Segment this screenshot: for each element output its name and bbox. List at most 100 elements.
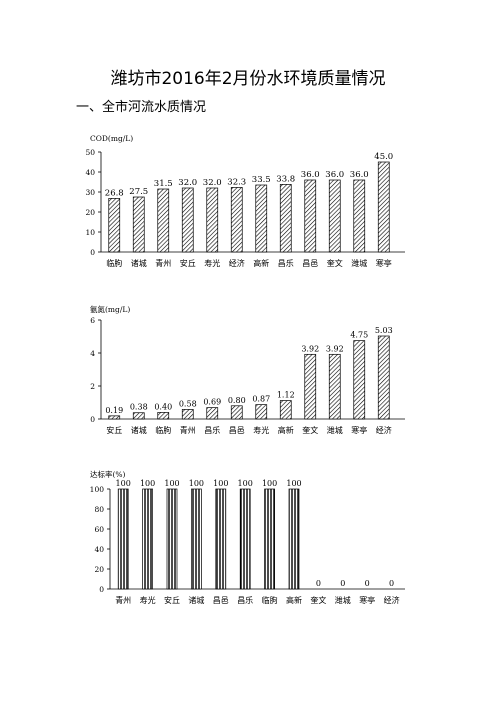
x-tick-label: 潍城 [351,258,367,268]
data-label: 32.3 [227,177,246,187]
bar [255,404,268,420]
bar [191,488,202,590]
data-label: 0 [316,579,321,588]
bar [353,340,366,420]
y-tick-label: 10 [85,228,95,237]
chart-1: COD(mg/L) 0 10 20 30 40 50 26.8 临朐 27.5 诸城 31.5 青州 32… [85,134,405,268]
bar [239,488,251,590]
data-label: 0 [340,579,345,588]
x-tick-label: 经济 [384,595,400,605]
x-tick-label: 昌邑 [229,426,245,435]
bar [230,187,243,253]
page-title: 潍坊市2016年2月份水环境质量情况 [110,69,386,89]
data-label: 0.69 [203,398,221,407]
data-label: 0.38 [130,403,148,412]
x-tick-label: 高新 [286,595,302,605]
y-tick-label: 100 [90,485,105,494]
bar [328,353,341,420]
bar [142,488,153,590]
bar [328,179,341,253]
x-tick-label: 昌邑 [213,596,229,605]
y-tick-label: 6 [90,316,95,325]
x-tick-label: 安丘 [180,258,196,268]
y-tick-label: 40 [94,545,104,554]
x-tick-label: 潍城 [335,595,351,605]
y-tick-label: 80 [94,505,104,514]
data-label: 36.0 [301,170,320,180]
data-label: 100 [116,479,131,488]
data-label: 4.75 [350,331,368,340]
bar [353,179,366,253]
data-label: 45.0 [374,152,393,162]
bar [157,412,170,420]
bar [181,187,194,253]
bar [132,412,145,420]
data-label: 0.58 [179,399,197,408]
bar [304,353,317,420]
x-tick-label: 寒亭 [351,425,367,435]
data-label: 0.87 [252,395,270,404]
data-label: 1.12 [277,391,295,400]
data-label: 32.0 [178,178,197,188]
bar [255,184,268,253]
y-tick-label: 0 [90,248,95,257]
data-label: 100 [189,479,204,488]
bar [206,187,219,253]
data-label: 31.5 [154,179,173,189]
y-tick-label: 50 [85,148,95,157]
data-label: 33.8 [276,174,295,184]
bar [117,488,129,590]
x-tick-label: 寿光 [140,595,156,605]
x-tick-label: 寿光 [253,425,269,435]
bar [181,409,194,420]
y-tick-label: 0 [99,585,104,594]
data-label: 0 [389,579,394,588]
y-tick-label: 0 [90,415,95,424]
x-tick-label: 诸城 [131,426,147,435]
x-tick-label: 高新 [278,425,294,435]
bar [166,488,178,590]
y-axis-label: COD(mg/L) [90,134,133,143]
x-tick-label: 寒亭 [376,258,392,268]
data-label: 32.0 [203,178,222,188]
x-tick-label: 寿光 [204,258,220,268]
bar [215,488,227,590]
x-tick-label: 昌乐 [278,258,294,268]
x-tick-label: 诸城 [188,596,204,605]
y-tick-label: 2 [90,382,95,391]
y-tick-label: 4 [90,349,95,358]
data-label: 5.03 [375,326,393,335]
bar [288,488,300,590]
data-label: 100 [140,479,155,488]
y-axis-label: 达标率(%) [90,469,126,479]
x-tick-label: 经济 [376,425,392,435]
x-tick-label: 青州 [180,425,196,435]
data-label: 27.5 [129,187,148,197]
x-tick-label: 高新 [253,258,269,268]
data-label: 26.8 [105,188,124,198]
bar [264,488,275,590]
x-tick-label: 寒亭 [359,595,375,605]
y-axis-label: 氨氮(mg/L) [90,304,130,314]
data-label: 100 [213,479,228,488]
chart-3: 达标率(%) 0 20 40 60 80 100 100 青州 100 寿光 100 安丘 100 诸城 10… [90,469,405,605]
chart-2: 氨氮(mg/L) 0 2 4 6 0.19 安丘 0.38 诸城 0.40 临朐 0.58 青州 0.69… [90,304,405,435]
x-tick-label: 潍城 [327,425,343,435]
data-label: 0.40 [154,402,172,411]
y-tick-label: 30 [85,188,95,197]
data-label: 36.0 [325,170,344,180]
bar [230,405,243,420]
bar [279,400,292,420]
bar [304,179,317,253]
x-tick-label: 经济 [229,258,245,268]
data-label: 36.0 [350,170,369,180]
data-label: 100 [286,479,301,488]
bar [206,407,219,420]
bar [108,415,121,420]
y-tick-label: 20 [85,208,95,217]
x-tick-label: 青州 [115,595,131,605]
x-tick-label: 临朐 [155,425,171,435]
y-tick-label: 20 [94,565,104,574]
x-tick-label: 诸城 [131,259,147,268]
